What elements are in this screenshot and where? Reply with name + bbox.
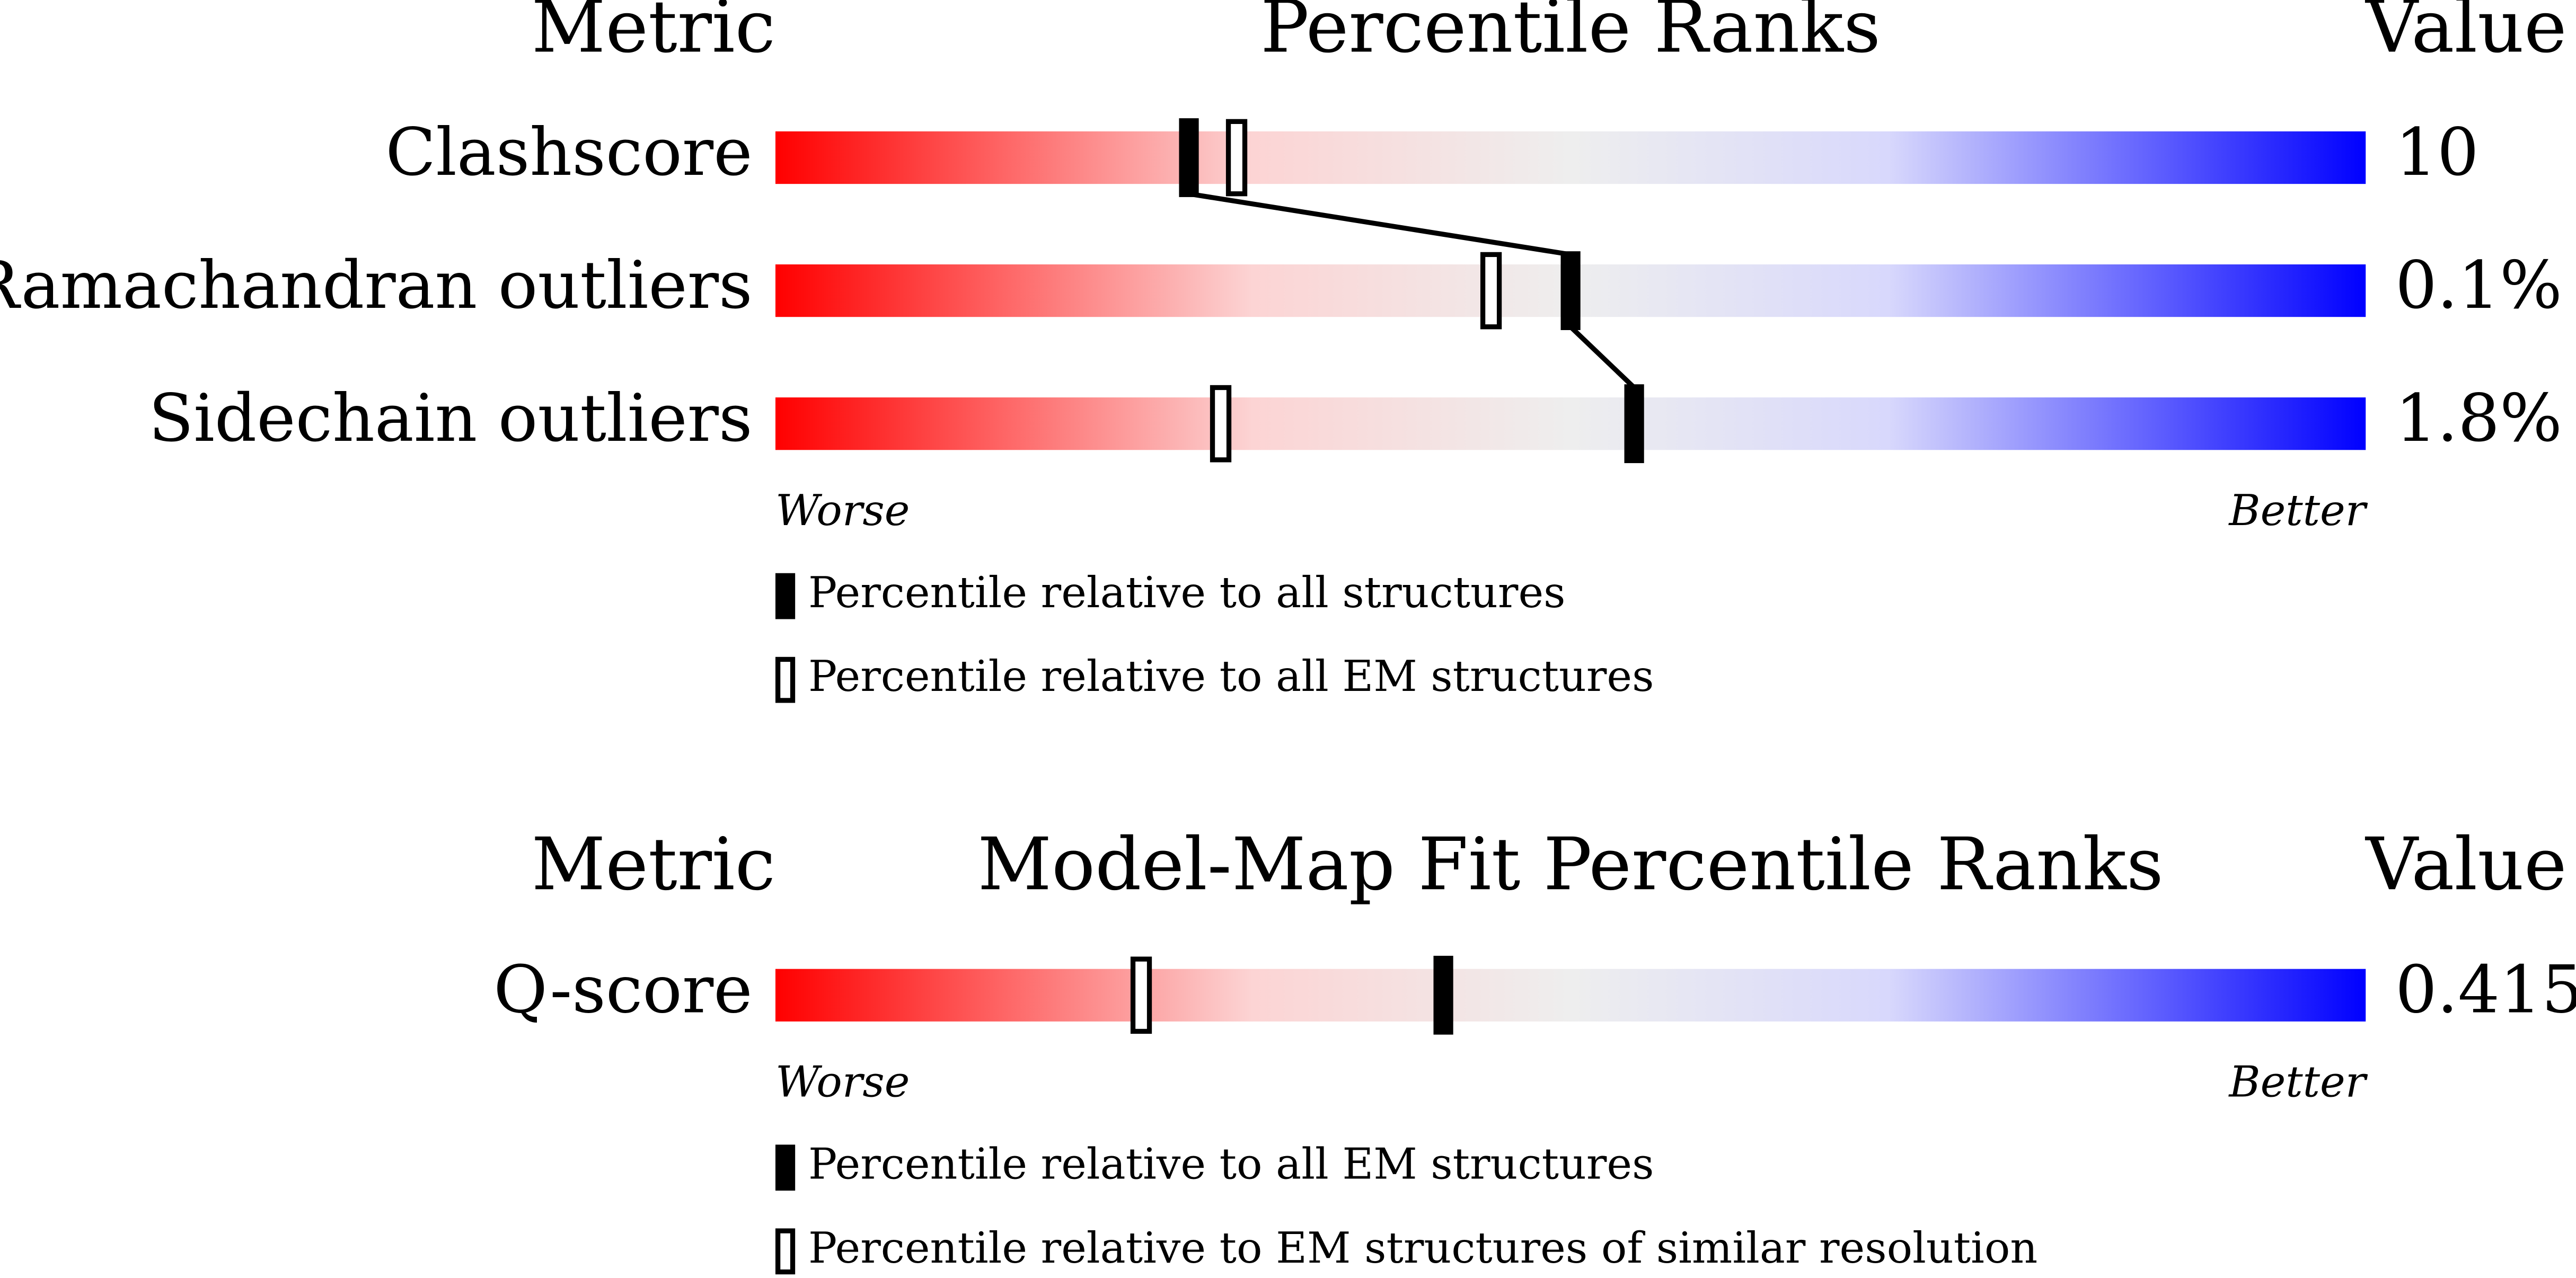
legend-label: Percentile relative to all EM structures: [808, 1140, 1654, 1190]
metric-header: Metric: [532, 0, 775, 69]
metric-value: 1.8%: [2395, 380, 2562, 457]
legend-icon-filled: [775, 1144, 796, 1191]
chart-title: Model-Map Fit Percentile Ranks: [977, 822, 2163, 907]
metric-label: Ramachandran outliers: [0, 247, 753, 324]
metric-label: Clashscore: [385, 114, 752, 191]
metric-header: Metric: [532, 822, 775, 907]
legend-icon-hollow: [775, 1228, 796, 1275]
value-header: Value: [2365, 822, 2566, 907]
marker-filled: [1624, 384, 1644, 464]
marker-filled: [1179, 118, 1199, 197]
high-label: Better: [2228, 1058, 2368, 1107]
metric-value: 0.1%: [2395, 247, 2562, 324]
legend-label: Percentile relative to all structures: [808, 568, 1566, 618]
metric-label: Q-score: [493, 952, 752, 1028]
marker-filled: [1560, 251, 1581, 330]
marker-hollow: [1210, 385, 1232, 463]
high-label: Better: [2228, 486, 2368, 536]
marker-hollow: [1225, 119, 1248, 197]
marker-hollow: [1130, 956, 1152, 1034]
percentile-bar: [775, 131, 2366, 184]
low-label: Worse: [775, 1058, 910, 1107]
metric-value: 10: [2395, 114, 2479, 191]
chart-title: Percentile Ranks: [1260, 0, 1881, 69]
metric-value: 0.415: [2395, 952, 2576, 1028]
legend-icon-filled: [775, 573, 796, 619]
value-header: Value: [2365, 0, 2566, 69]
marker-filled: [1433, 955, 1453, 1035]
legend-label: Percentile relative to all EM structures: [808, 652, 1654, 702]
low-label: Worse: [775, 486, 910, 536]
percentile-bar: [775, 397, 2366, 450]
legend-label: Percentile relative to EM structures of …: [808, 1223, 2037, 1273]
percentile-bar: [775, 969, 2366, 1022]
marker-hollow: [1480, 252, 1502, 330]
legend-icon-hollow: [775, 656, 796, 703]
metric-label: Sidechain outliers: [148, 380, 752, 457]
